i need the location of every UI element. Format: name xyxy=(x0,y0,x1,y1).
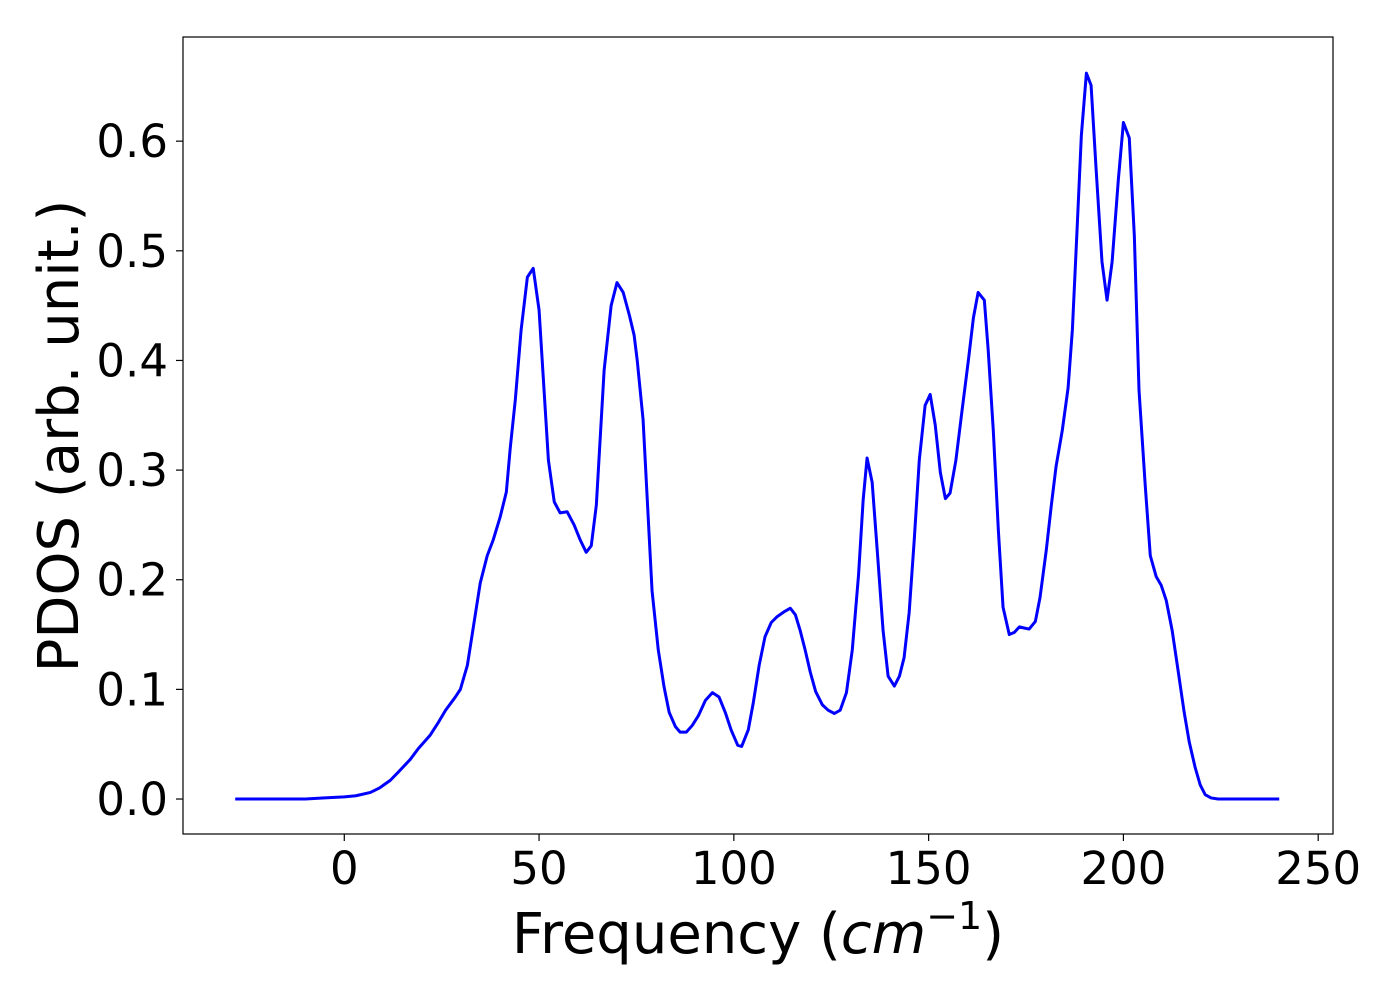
x-tick-label: 100 xyxy=(691,842,777,895)
x-tick-label: 0 xyxy=(330,842,359,895)
x-tick-label: 200 xyxy=(1080,842,1166,895)
y-tick-label: 0.5 xyxy=(96,225,168,278)
y-tick-label: 0.3 xyxy=(96,444,168,497)
x-tick-label: 150 xyxy=(886,842,972,895)
x-tick-label: 250 xyxy=(1275,842,1361,895)
line xyxy=(235,71,1280,801)
y-tick-label: 0.6 xyxy=(96,115,168,168)
x-axis-label: Frequency (cm−1) xyxy=(512,894,1004,967)
y-tick-label: 0.0 xyxy=(96,773,168,826)
y-tick-label: 0.2 xyxy=(96,554,168,607)
y-axis-label: PDOS (arb. unit.) xyxy=(27,200,92,673)
x-tick-label: 50 xyxy=(510,842,567,895)
x-label-exponent: −1 xyxy=(926,894,982,938)
x-label-part: ) xyxy=(982,902,1004,967)
x-label-unit: cm xyxy=(841,902,926,967)
plot-frame xyxy=(182,36,1334,835)
x-label-part: Frequency ( xyxy=(512,902,841,967)
y-tick-label: 0.4 xyxy=(96,334,168,387)
y-tick-label: 0.1 xyxy=(96,663,168,716)
